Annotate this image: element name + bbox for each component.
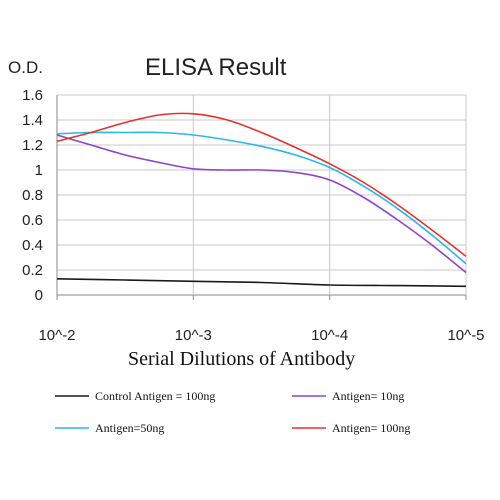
y-tick-layer: 0 0.2 0.4 0.6 0.8 1 1.2 1.4 1.6 (22, 87, 43, 304)
x-tick-label-0: 10^-2 (38, 327, 75, 344)
y-tick-label-8: 1.6 (22, 87, 43, 104)
grid-layer (56, 94, 467, 300)
x-axis-label: Serial Dilutions of Antibody (128, 348, 355, 370)
series-line-0 (56, 278, 467, 288)
y-axis-label: O.D. (8, 58, 43, 77)
y-tick-label-3: 0.6 (22, 212, 43, 229)
x-tick-label-3: 10^-5 (447, 327, 484, 344)
legend: Control Antigen = 100ng Antigen= 10ng Anti… (55, 389, 410, 435)
y-tick-label-0: 0 (35, 287, 43, 304)
series-line-1 (56, 134, 467, 274)
chart-title: ELISA Result (145, 54, 287, 81)
legend-label-2: Antigen=50ng (95, 421, 164, 435)
x-tick-label-2: 10^-4 (311, 327, 348, 344)
y-tick-label-1: 0.2 (22, 262, 43, 279)
y-tick-label-7: 1.4 (22, 112, 43, 129)
y-tick-label-2: 0.4 (22, 237, 43, 254)
series-line-2 (56, 131, 467, 265)
legend-label-3: Antigen= 100ng (332, 421, 410, 435)
legend-label-1: Antigen= 10ng (332, 389, 404, 403)
y-tick-label-5: 1 (35, 162, 43, 179)
x-tick-label-1: 10^-3 (175, 327, 212, 344)
series-layer (56, 112, 467, 288)
legend-label-0: Control Antigen = 100ng (95, 389, 215, 403)
x-tick-layer: 10^-2 10^-3 10^-4 10^-5 (38, 327, 484, 344)
series-line-3 (56, 112, 467, 257)
y-tick-label-4: 0.8 (22, 187, 43, 204)
y-tick-label-6: 1.2 (22, 137, 43, 154)
